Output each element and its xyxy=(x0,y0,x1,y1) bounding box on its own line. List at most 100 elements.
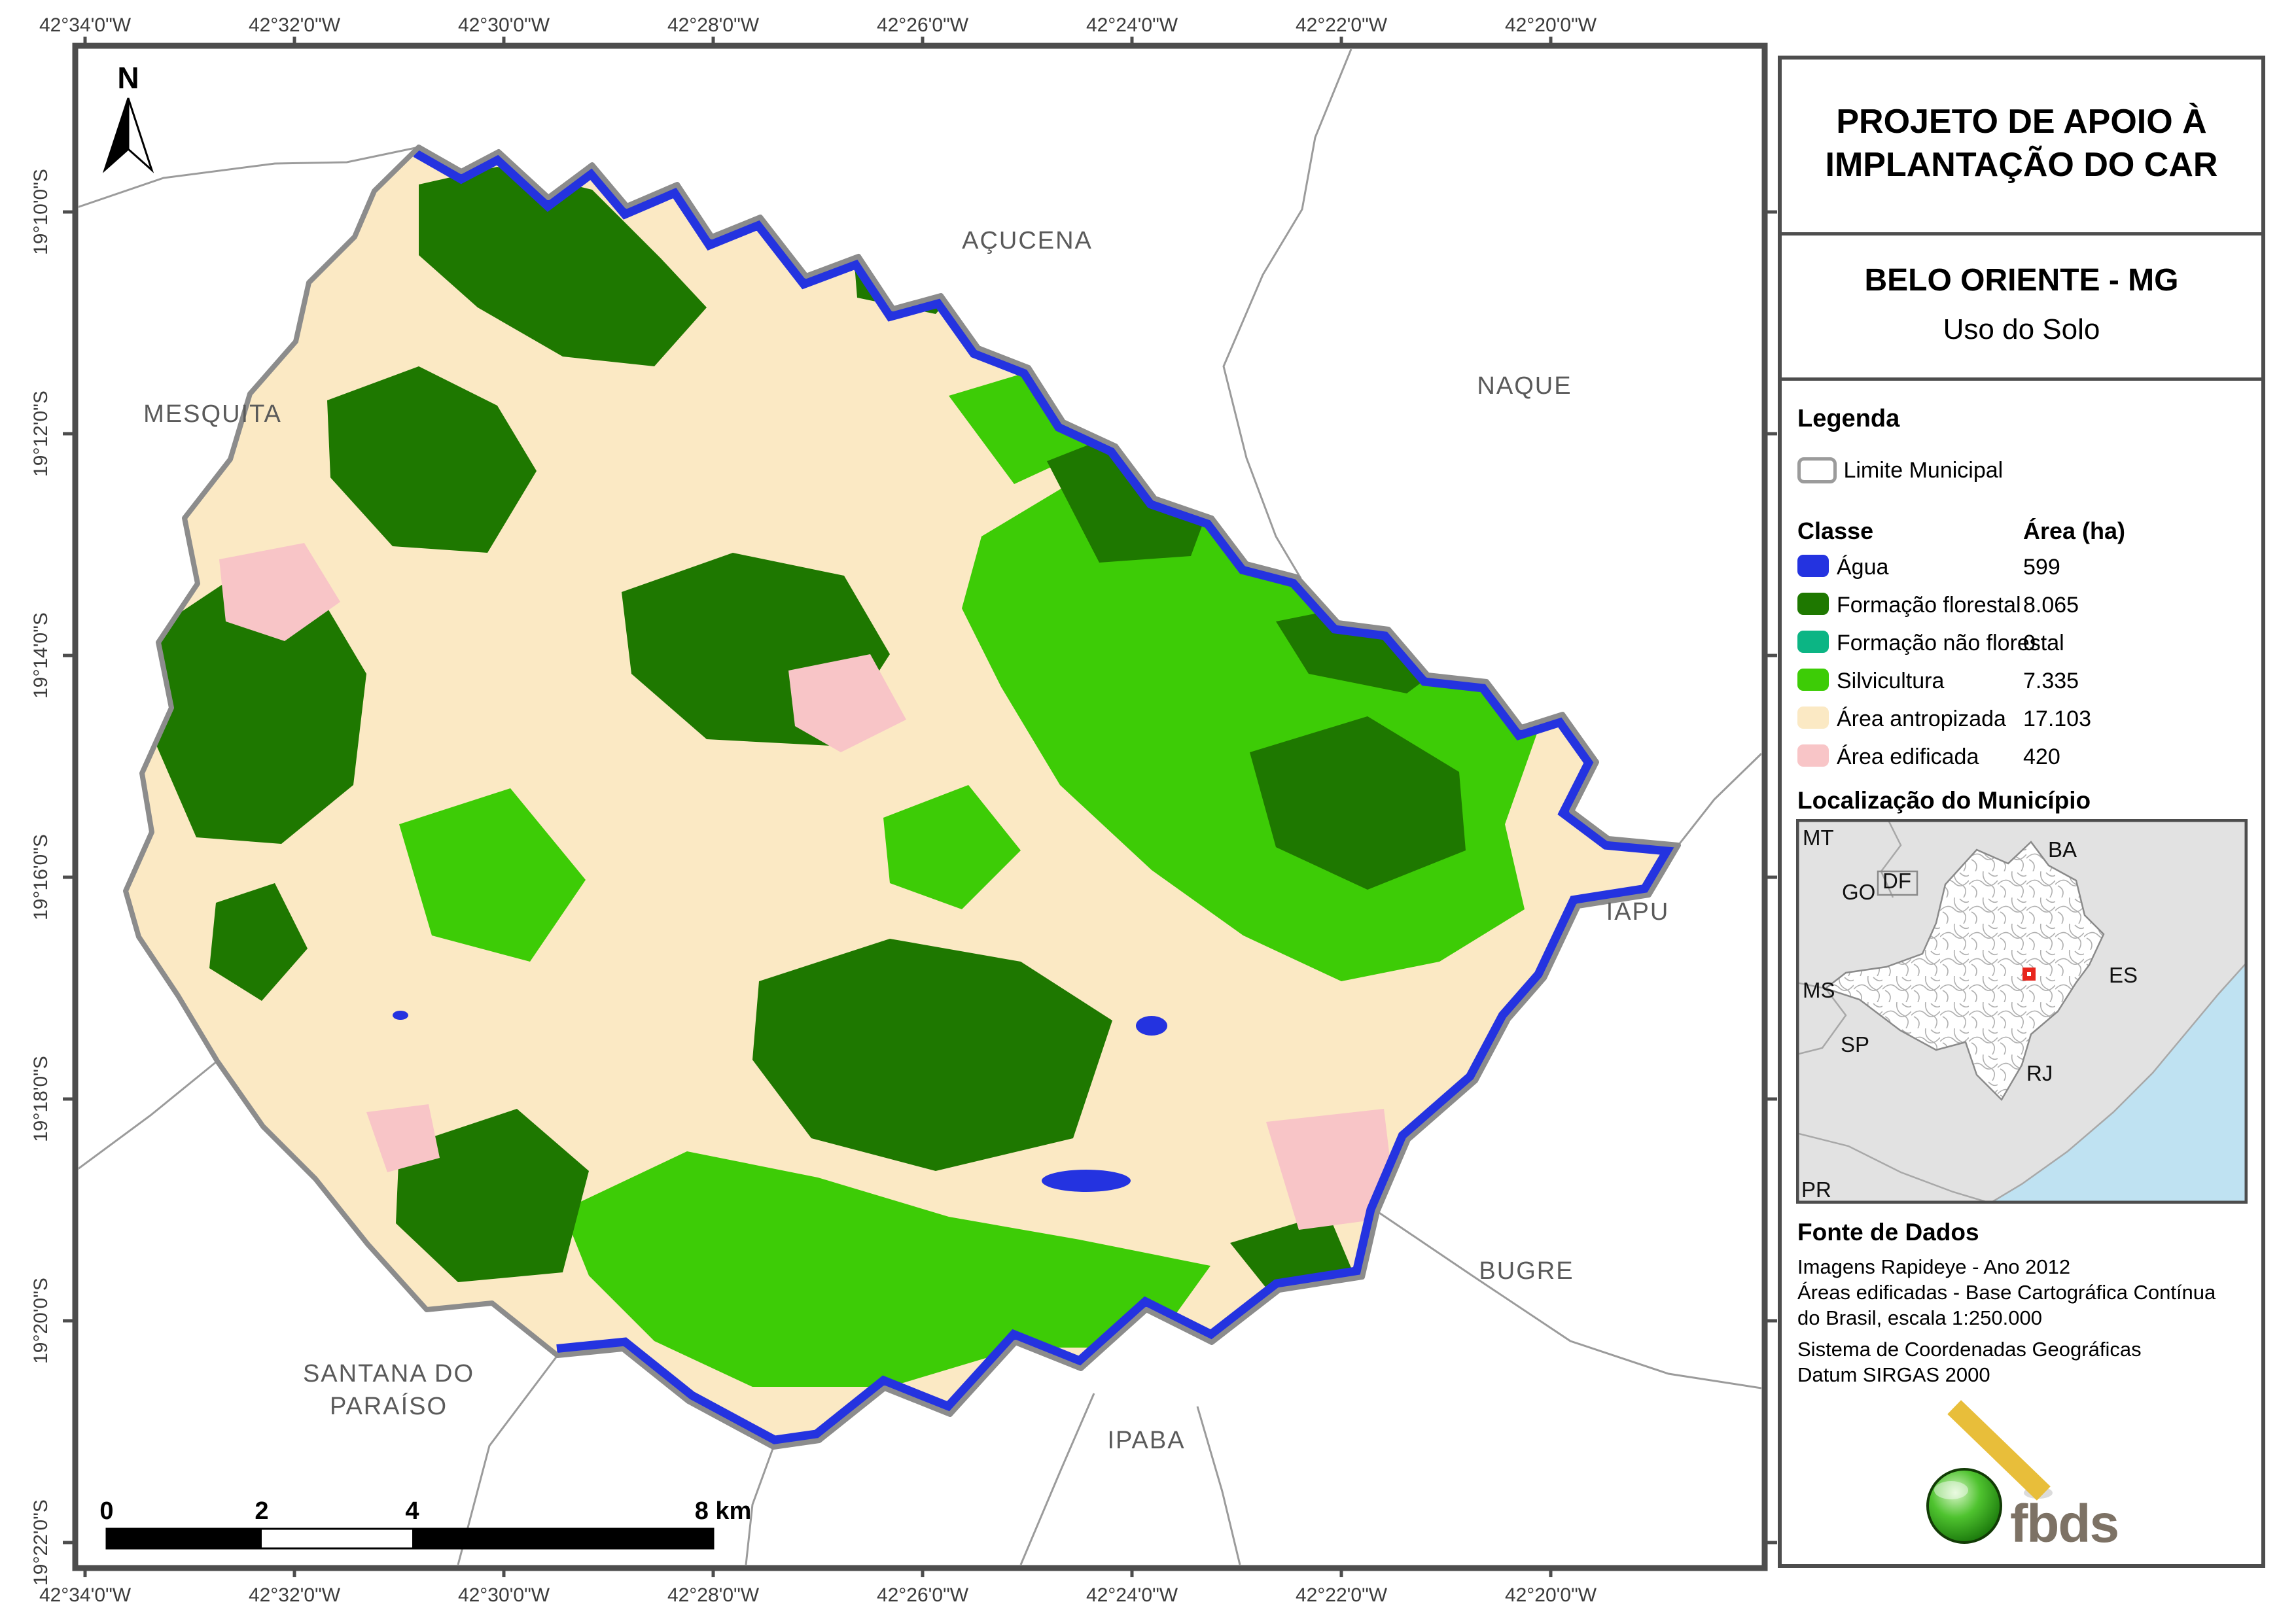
map-frame xyxy=(72,43,1768,1571)
svg-text:19°22'0"S: 19°22'0"S xyxy=(30,1499,52,1586)
crs-line1: Sistema de Coordenadas Geográficas xyxy=(1797,1338,2142,1361)
svg-text:42°26'0"W: 42°26'0"W xyxy=(877,1584,969,1606)
agua-label: Água xyxy=(1837,555,1889,580)
edificada-value: 420 xyxy=(2023,744,2060,769)
source-line2: Áreas edificadas - Base Cartográfica Con… xyxy=(1797,1281,2216,1304)
legend-row-edificada: Área edificada 420 xyxy=(1797,744,2242,769)
label-ipaba: IPABA xyxy=(1107,1427,1185,1454)
water-lakes xyxy=(393,1011,1167,1192)
built-area-patches xyxy=(219,543,1397,1230)
north-arrow-icon: N xyxy=(102,61,154,173)
label-iapu: IAPU xyxy=(1606,898,1670,926)
layout-side-panel: PROJETO DE APOIO À IMPLANTAÇÃO DO CAR BE… xyxy=(1778,56,2265,1568)
florestal-swatch xyxy=(1797,593,1829,615)
title-line1: PROJETO DE APOIO À xyxy=(1836,103,2207,141)
agua-swatch xyxy=(1797,555,1829,577)
nao-florestal-value: 0 xyxy=(2023,631,2036,655)
svg-text:42°30'0"W: 42°30'0"W xyxy=(458,1584,550,1606)
svg-text:42°20'0"W: 42°20'0"W xyxy=(1505,1584,1597,1606)
legend-row-agua: Água 599 xyxy=(1797,555,2242,580)
logo-yellow-bar xyxy=(1947,1400,2051,1501)
area-column-header: Área (ha) xyxy=(2023,517,2126,544)
class-column-header: Classe xyxy=(1797,517,1874,544)
label-santana-line1: SANTANA DO xyxy=(303,1360,474,1387)
latitude-labels-left: 19°10'0"S 19°12'0"S 19°14'0"S 19°16'0"S … xyxy=(30,169,52,1586)
scale-2: 2 xyxy=(255,1497,268,1525)
scale-8km: 8 km xyxy=(695,1497,752,1525)
antropizada-swatch xyxy=(1797,707,1829,729)
svg-text:42°26'0"W: 42°26'0"W xyxy=(877,14,969,36)
state-ba: BA xyxy=(2048,837,2077,862)
svg-text:42°32'0"W: 42°32'0"W xyxy=(249,1584,341,1606)
svg-text:42°28'0"W: 42°28'0"W xyxy=(667,14,760,36)
source-line3: do Brasil, escala 1:250.000 xyxy=(1797,1306,2042,1329)
svg-text:42°32'0"W: 42°32'0"W xyxy=(249,14,341,36)
legend-row-silvicultura: Silvicultura 7.335 xyxy=(1797,669,2242,693)
limite-municipal-boundary xyxy=(123,145,1681,1450)
inset-ocean xyxy=(1989,962,2248,1204)
label-acucena: AÇUCENA xyxy=(962,227,1093,254)
edificada-swatch xyxy=(1797,744,1829,767)
scale-bar: 0 2 4 8 km xyxy=(99,1497,752,1550)
data-source-text: Imagens Rapideye - Ano 2012 Áreas edific… xyxy=(1797,1254,2249,1331)
state-es: ES xyxy=(2109,963,2138,987)
neighbor-boundaries xyxy=(79,49,1761,1565)
svg-text:42°30'0"W: 42°30'0"W xyxy=(458,14,550,36)
project-title: PROJETO DE APOIO À IMPLANTAÇÃO DO CAR xyxy=(1782,100,2261,186)
antropizada-label: Área antropizada xyxy=(1837,707,2006,731)
label-santana-line2: PARAÍSO xyxy=(330,1392,448,1420)
axis-ticks xyxy=(63,37,1777,1577)
logo-globe-icon xyxy=(1926,1468,2002,1544)
svg-text:42°34'0"W: 42°34'0"W xyxy=(39,1584,132,1606)
state-pr: PR xyxy=(1801,1178,1831,1202)
silvicultura-swatch xyxy=(1797,669,1829,691)
state-sp: SP xyxy=(1841,1032,1869,1056)
location-heading: Localização do Município xyxy=(1797,787,2091,814)
nao-florestal-label: Formação não florestal xyxy=(1837,631,2064,655)
source-line1: Imagens Rapideye - Ano 2012 xyxy=(1797,1255,2071,1278)
state-rj: RJ xyxy=(2026,1061,2053,1085)
label-mesquita: MESQUITA xyxy=(143,400,282,428)
edificada-label: Área edificada xyxy=(1837,744,1979,769)
longitude-labels-bottom: 42°34'0"W 42°32'0"W 42°30'0"W 42°28'0"W 42… xyxy=(39,1584,1597,1606)
svg-text:19°14'0"S: 19°14'0"S xyxy=(30,612,52,699)
inset-municipality-marker xyxy=(2022,968,2036,981)
legend-row-florestal: Formação florestal 8.065 xyxy=(1797,593,2242,618)
municipality-title: BELO ORIENTE - MG xyxy=(1864,263,2179,298)
divider xyxy=(1782,232,2261,236)
svg-text:19°20'0"S: 19°20'0"S xyxy=(30,1278,52,1364)
forest-patches xyxy=(154,167,1466,1308)
nao-florestal-swatch xyxy=(1797,631,1829,653)
legend-row-nao-florestal: Formação não florestal 0 xyxy=(1797,631,2242,655)
fbds-logo: fbds xyxy=(1926,1400,2119,1554)
longitude-labels-top: 42°34'0"W 42°32'0"W 42°30'0"W 42°28'0"W 42… xyxy=(39,14,1597,36)
silvicultura-value: 7.335 xyxy=(2023,669,2079,693)
svg-text:19°16'0"S: 19°16'0"S xyxy=(30,834,52,920)
agua-value: 599 xyxy=(2023,555,2060,580)
florestal-label: Formação florestal xyxy=(1837,593,2021,618)
label-bugre: BUGRE xyxy=(1479,1257,1574,1285)
title-line2: IMPLANTAÇÃO DO CAR xyxy=(1825,146,2218,184)
antropizada-value: 17.103 xyxy=(2023,707,2091,731)
data-source-heading: Fonte de Dados xyxy=(1797,1219,1979,1246)
svg-text:19°18'0"S: 19°18'0"S xyxy=(30,1056,52,1142)
state-ms: MS xyxy=(1803,978,1835,1002)
inset-mg-shape xyxy=(1824,841,2105,1102)
svg-text:19°10'0"S: 19°10'0"S xyxy=(30,169,52,255)
map-theme-subtitle: Uso do Solo xyxy=(1943,313,2100,345)
inset-state-lines xyxy=(1796,819,2248,1204)
svg-text:42°28'0"W: 42°28'0"W xyxy=(667,1584,760,1606)
legend-rows: Água 599 Formação florestal 8.065 Formaç… xyxy=(1797,555,2242,782)
state-mt: MT xyxy=(1803,826,1834,850)
svg-text:42°20'0"W: 42°20'0"W xyxy=(1505,14,1597,36)
inset-df-box xyxy=(1877,870,1918,896)
scale-0: 0 xyxy=(99,1497,113,1525)
limite-municipal-swatch xyxy=(1797,457,1837,483)
svg-text:42°34'0"W: 42°34'0"W xyxy=(39,14,132,36)
svg-text:42°24'0"W: 42°24'0"W xyxy=(1086,1584,1178,1606)
limite-municipal-label: Limite Municipal xyxy=(1843,457,2004,483)
scale-4: 4 xyxy=(405,1497,419,1525)
svg-text:42°22'0"W: 42°22'0"W xyxy=(1296,14,1388,36)
